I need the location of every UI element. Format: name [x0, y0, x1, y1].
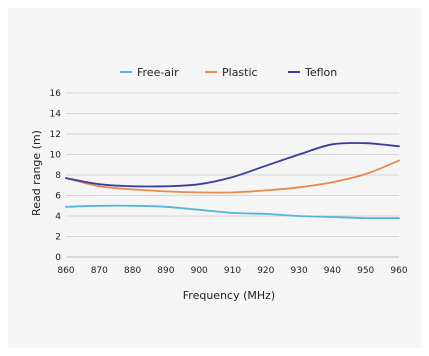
y-tick-label: 6: [55, 192, 61, 202]
x-tick-label: 870: [91, 266, 108, 276]
series-lines: [65, 142, 400, 220]
y-axis-label: Read range (m): [30, 130, 43, 216]
series-line-teflon: [65, 142, 400, 188]
series-line-plastic: [65, 159, 400, 194]
x-tick-label: 920: [257, 266, 274, 276]
x-tick-label: 950: [357, 266, 374, 276]
x-tick-label: 860: [57, 266, 74, 276]
legend: Free-air Plastic Teflon: [120, 66, 337, 79]
y-tick-label: 2: [55, 233, 61, 243]
legend-label: Plastic: [222, 66, 258, 79]
x-tick-label: 880: [124, 266, 141, 276]
x-tick-label: 900: [191, 266, 208, 276]
x-tick-label: 910: [224, 266, 241, 276]
x-tick-label: 930: [291, 266, 308, 276]
y-tick-label: 16: [50, 89, 62, 99]
y-tick-label: 12: [50, 130, 61, 140]
legend-label: Teflon: [304, 66, 337, 79]
y-tick-label: 10: [50, 151, 62, 161]
y-tick-label: 4: [55, 212, 61, 222]
legend-label: Free-air: [137, 66, 179, 79]
y-tick-labels: 0 2 4 6 8 10 12 14 16: [50, 89, 62, 263]
x-tick-label: 940: [324, 266, 341, 276]
grid-lines: [66, 92, 399, 258]
series-line-free-air: [65, 204, 400, 220]
y-tick-label: 14: [50, 110, 62, 120]
x-axis-label: Frequency (MHz): [183, 289, 275, 302]
x-tick-labels: 860 870 880 890 900 910 920 930 940 950 960: [57, 266, 407, 276]
y-tick-label: 8: [55, 171, 61, 181]
x-tick-label: 960: [390, 266, 407, 276]
x-tick-label: 890: [157, 266, 174, 276]
y-tick-label: 0: [55, 253, 61, 263]
